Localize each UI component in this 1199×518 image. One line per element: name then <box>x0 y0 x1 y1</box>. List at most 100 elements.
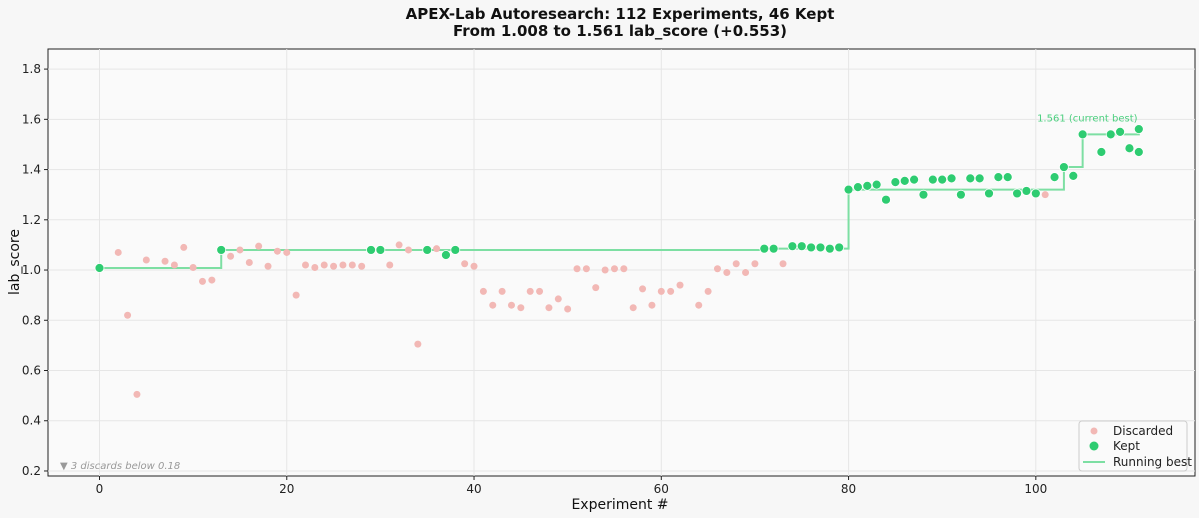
kept-point <box>796 241 807 252</box>
discarded-point <box>695 301 703 309</box>
discarded-point <box>133 390 141 398</box>
kept-point <box>450 245 461 255</box>
discarded-point <box>639 285 647 293</box>
kept-point <box>918 189 929 200</box>
discarded-point <box>610 265 618 273</box>
legend-running-best-label: Running best <box>1113 455 1192 469</box>
discarded-point <box>573 265 581 273</box>
kept-point <box>216 245 227 255</box>
kept-point <box>815 242 826 253</box>
discarded-point <box>395 241 403 249</box>
x-tick-label: 40 <box>466 482 481 496</box>
discarded-point <box>667 287 675 295</box>
discarded-point <box>348 261 356 269</box>
discarded-point <box>386 261 394 269</box>
kept-point <box>984 188 994 199</box>
kept-point <box>946 173 957 184</box>
discarded-point <box>330 262 338 270</box>
x-axis-label: Experiment # <box>571 497 668 513</box>
current-best-marker <box>1133 124 1144 135</box>
discarded-point <box>283 248 291 256</box>
discarded-point <box>620 265 628 273</box>
discarded-point <box>779 260 787 268</box>
kept-point <box>1030 188 1041 199</box>
legend-discarded-marker <box>1090 427 1098 435</box>
kept-point <box>1096 147 1107 157</box>
kept-point <box>441 250 451 260</box>
legend-kept-label: Kept <box>1113 439 1140 453</box>
y-axis-ticks: 0.2 0.4 0.6 0.8 1.0 1.2 1.4 1.6 1.8 <box>22 62 48 478</box>
discarded-point <box>124 311 132 319</box>
discarded-point <box>723 269 731 277</box>
kept-point <box>937 174 948 185</box>
kept-point <box>1012 188 1022 199</box>
discarded-point <box>479 287 487 295</box>
discarded-point <box>526 287 534 295</box>
kept-point <box>927 174 938 185</box>
kept-point <box>1002 172 1013 183</box>
kept-point <box>1115 126 1125 137</box>
legend-box <box>1078 420 1188 472</box>
legend: Discarded Kept Running best <box>1078 420 1192 472</box>
discarded-point <box>592 284 600 292</box>
legend-kept-marker <box>1089 441 1099 451</box>
discarded-point <box>564 305 572 313</box>
discarded-point <box>732 260 740 268</box>
kept-point <box>853 182 863 193</box>
y-tick-label: 1.6 <box>22 112 41 126</box>
discarded-point <box>554 295 562 303</box>
y-tick-label: 0.2 <box>22 464 41 478</box>
discarded-point <box>273 247 281 255</box>
kept-point <box>993 172 1004 183</box>
discarded-point <box>320 261 328 269</box>
discarded-point <box>236 246 244 254</box>
x-tick-label: 80 <box>841 482 856 496</box>
kept-point <box>1105 129 1116 140</box>
y-tick-label: 0.4 <box>22 414 41 428</box>
kept-point <box>881 194 891 205</box>
discarded-series <box>114 191 1049 398</box>
kept-point <box>974 173 985 184</box>
discarded-point <box>751 260 759 268</box>
discarded-point <box>470 262 478 270</box>
discarded-point <box>713 265 721 273</box>
discarded-point <box>404 246 412 254</box>
x-tick-label: 0 <box>96 482 104 496</box>
discarded-point <box>461 260 469 268</box>
discarded-point <box>536 287 544 295</box>
discarded-point <box>657 287 665 295</box>
discarded-point <box>264 262 272 270</box>
discarded-point <box>311 264 319 272</box>
discarded-point <box>433 245 441 253</box>
kept-point <box>956 189 966 200</box>
kept-point <box>965 173 976 184</box>
chart-title: APEX-Lab Autoresearch: 112 Experiments, … <box>406 5 835 23</box>
kept-point <box>375 245 386 255</box>
kept-point <box>843 184 854 195</box>
annotations: 1.561 (current best) <box>1037 113 1138 124</box>
kept-point <box>768 243 779 254</box>
kept-series <box>94 126 1144 273</box>
kept-point <box>1133 147 1144 157</box>
y-tick-label: 0.6 <box>22 364 41 378</box>
kept-point <box>759 243 770 254</box>
discarded-point <box>489 301 497 309</box>
kept-point <box>94 263 105 273</box>
kept-point <box>862 180 873 191</box>
current-best-annotation: 1.561 (current best) <box>1037 113 1138 124</box>
kept-point <box>1059 162 1069 172</box>
discarded-point <box>170 261 178 269</box>
discarded-point <box>198 277 206 285</box>
discarded-point <box>208 276 216 284</box>
discarded-point <box>180 243 188 251</box>
discarded-point <box>255 242 263 250</box>
x-axis-ticks: 0 20 40 60 80 100 <box>96 476 1047 496</box>
discarded-point <box>161 257 169 265</box>
kept-point <box>909 174 920 185</box>
plot-area <box>47 48 1196 477</box>
kept-point <box>824 243 835 254</box>
discarded-point <box>648 301 656 309</box>
kept-point <box>871 179 882 190</box>
kept-point <box>1049 172 1060 183</box>
